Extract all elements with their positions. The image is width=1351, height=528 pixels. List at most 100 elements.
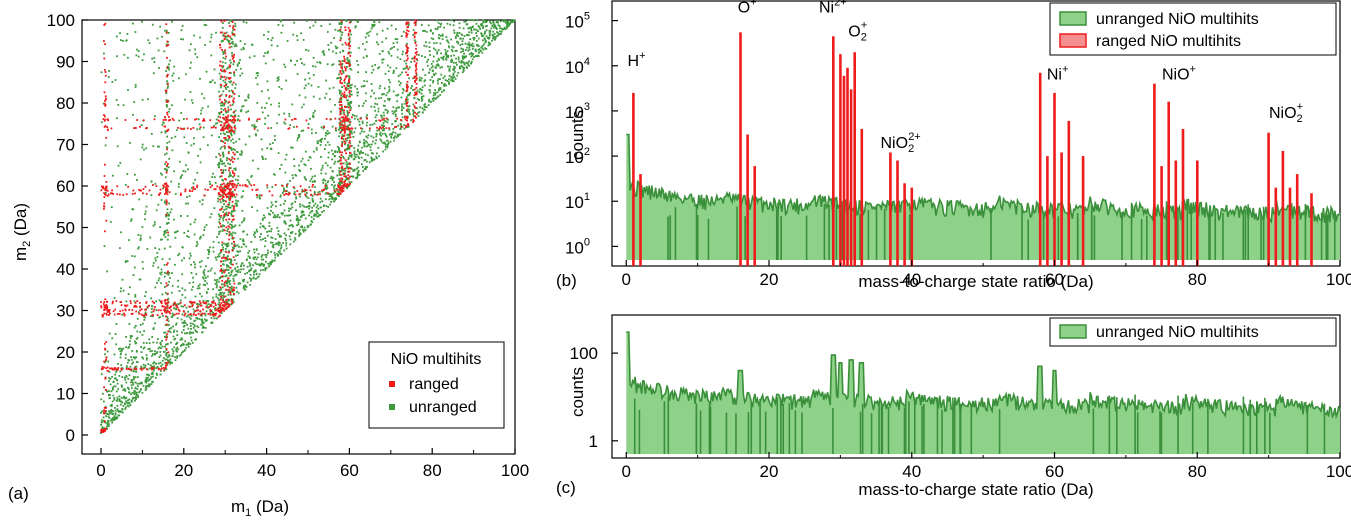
ranged-point [340,137,343,140]
ranged-point [223,20,226,22]
ranged-point [349,95,351,98]
unranged-point [299,205,302,208]
unranged-point [195,245,198,247]
unranged-point [304,177,307,180]
ranged-point [233,206,235,209]
ranged-point [406,33,409,35]
unranged-point [412,77,415,80]
unranged-point [399,123,402,125]
ranged-point [102,118,105,120]
unranged-point [301,204,304,207]
unranged-point [236,290,238,293]
unranged-point [168,108,171,110]
unranged-point [262,238,264,241]
unranged-point [288,224,291,227]
unranged-point [491,33,494,36]
ranged-point [227,289,230,291]
ranged-point [145,301,148,304]
unranged-point [157,347,160,350]
ranged-point [267,127,270,130]
ranged-point [166,99,169,102]
unranged-point [473,38,475,41]
unranged-point [333,155,336,157]
unranged-point [270,261,273,264]
ranged-point [196,186,198,188]
unranged-point [350,93,353,96]
ranged-point [407,74,409,76]
ranged-point [165,203,168,206]
ranged-point [176,306,179,309]
unranged-point [478,26,481,29]
unranged-point [315,147,318,149]
unranged-point [477,30,479,33]
unranged-point [338,127,341,130]
unranged-point [274,200,277,203]
ranged-point [229,191,232,194]
unranged-point [461,60,464,63]
unranged-point [278,234,281,237]
ranged-point [222,129,225,131]
unranged-point [420,92,423,95]
unranged-point [208,180,211,183]
unranged-point [141,391,144,394]
unranged-point [381,132,384,135]
ranged-point [415,65,418,68]
unranged-point [298,134,301,136]
unranged-point [185,202,187,205]
unranged-point [440,73,443,76]
unranged-point [383,125,386,127]
unranged-point [218,90,220,93]
unranged-point [181,321,184,324]
unranged-point [207,257,209,259]
unranged-point [242,285,245,287]
unranged-point [222,248,224,251]
ranged-point [223,69,226,72]
unranged-point [311,181,314,183]
unranged-point [234,167,237,170]
unranged-point [167,222,170,224]
unranged-point [415,73,418,76]
unranged-point [224,81,227,84]
ranged-point [169,306,172,308]
ranged-point [232,27,234,29]
unranged-point [438,87,440,90]
unranged-point [461,40,464,43]
ranged-point [227,108,230,111]
unranged-point [391,110,394,113]
unranged-point [152,327,155,329]
ranged-point [233,289,235,291]
unranged-point [181,273,184,276]
ranged-point [192,188,195,191]
unranged-point [212,172,214,175]
ranged-point [139,305,141,308]
unranged-point [270,148,273,150]
ranged-point [190,128,192,130]
unranged-point [133,368,136,371]
unranged-point [119,347,121,350]
unranged-point [348,130,351,133]
unranged-point [240,196,243,199]
unranged-point [192,281,195,284]
ranged-point [219,286,222,289]
ranged-point [227,187,230,190]
unranged-point [214,182,217,184]
unranged-point [127,388,130,391]
unranged-point [457,58,460,61]
ranged-point [219,95,222,97]
unranged-point [346,99,348,102]
unranged-point [107,413,110,416]
ranged-point [226,298,229,301]
unranged-point [119,247,121,249]
unranged-point [366,121,368,124]
unranged-point [332,63,335,66]
ranged-point [197,309,199,312]
ranged-point [104,348,107,351]
unranged-point [328,48,330,51]
unranged-point [396,38,399,41]
unranged-point [385,37,388,40]
ranged-point [339,70,342,72]
unranged-point [222,263,224,266]
ranged-point [184,312,187,315]
unranged-point [172,79,175,82]
unranged-point [149,377,152,380]
